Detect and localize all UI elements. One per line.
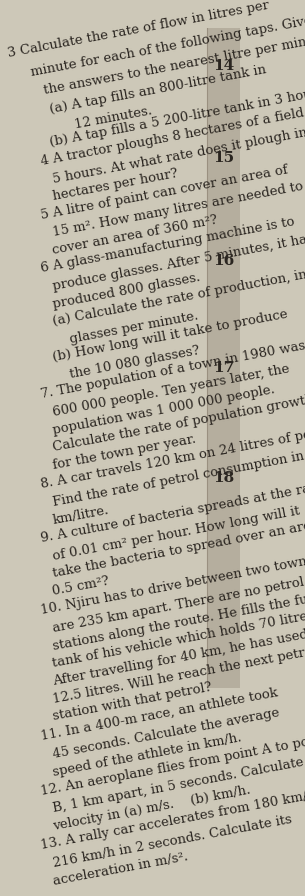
Text: 12. An aeroplane flies from point A to point: 12. An aeroplane flies from point A to p…: [39, 732, 305, 797]
Text: stations along the route. He fills the fuel: stations along the route. He fills the f…: [52, 590, 305, 652]
Text: 216 km/h in 2 seconds. Calculate its: 216 km/h in 2 seconds. Calculate its: [52, 813, 293, 870]
Text: (a) A tap fills an 800-litre tank in: (a) A tap fills an 800-litre tank in: [49, 63, 268, 116]
Text: hectares per hour?: hectares per hour?: [52, 168, 179, 203]
Text: 7. The population of a town in 1980 was: 7. The population of a town in 1980 was: [39, 340, 305, 401]
Text: 15: 15: [213, 151, 234, 165]
Text: 10. Njiru has to drive between two towns that: 10. Njiru has to drive between two towns…: [39, 548, 305, 617]
Text: speed of the athlete in km/h.: speed of the athlete in km/h.: [52, 731, 243, 779]
Text: 4 A tractor ploughs 8 hectares of a field in: 4 A tractor ploughs 8 hectares of a fiel…: [39, 103, 305, 168]
Text: 18: 18: [213, 471, 234, 485]
Text: minute for each of the following taps. Give: minute for each of the following taps. G…: [30, 14, 305, 79]
Text: 6 A glass-manufacturing machine is to: 6 A glass-manufacturing machine is to: [39, 216, 296, 275]
Text: 5 A litre of paint can cover an area of: 5 A litre of paint can cover an area of: [39, 163, 289, 221]
Text: for the town per year.: for the town per year.: [52, 433, 197, 472]
Text: tank of his vehicle which holds 70 litres.: tank of his vehicle which holds 70 litre…: [52, 608, 305, 670]
Text: B, 1 km apart, in 5 seconds. Calculate its: B, 1 km apart, in 5 seconds. Calculate i…: [52, 753, 305, 815]
Text: are 235 km apart. There are no petrol: are 235 km apart. There are no petrol: [52, 575, 305, 635]
Text: produce glasses. After 5 minutes, it has: produce glasses. After 5 minutes, it has: [52, 232, 305, 293]
Text: Find the rate of petrol consumption in: Find the rate of petrol consumption in: [52, 450, 305, 509]
Text: of 0.01 cm² per hour. How long will it: of 0.01 cm² per hour. How long will it: [52, 504, 301, 563]
Text: 45 seconds. Calculate the average: 45 seconds. Calculate the average: [52, 706, 281, 761]
Text: 17: 17: [213, 360, 234, 375]
Text: station with that petrol?: station with that petrol?: [52, 681, 213, 723]
Text: cover an area of 360 m²?: cover an area of 360 m²?: [52, 213, 219, 257]
Text: 15 m². How many litres are needed to: 15 m². How many litres are needed to: [52, 180, 304, 239]
Text: 12 minutes.: 12 minutes.: [65, 104, 153, 133]
Text: 12.5 litres. Will he reach the next petrol: 12.5 litres. Will he reach the next petr…: [52, 644, 305, 706]
Text: (a) Calculate the rate of production, in: (a) Calculate the rate of production, in: [52, 269, 305, 329]
Text: the 10 080 glasses?: the 10 080 glasses?: [68, 345, 201, 382]
Bar: [207, 29, 239, 688]
Text: km/litre.: km/litre.: [52, 504, 110, 527]
Text: 0.5 cm²?: 0.5 cm²?: [52, 574, 111, 598]
Text: 5 hours. At what rate does it plough in: 5 hours. At what rate does it plough in: [52, 125, 305, 185]
Text: 13. A rally car accelerates from 180 km/h to: 13. A rally car accelerates from 180 km/…: [39, 785, 305, 852]
Text: 8. A car travels 120 km on 24 litres of petrol.: 8. A car travels 120 km on 24 litres of …: [39, 423, 305, 491]
Text: velocity in (a) m/s.    (b) km/h.: velocity in (a) m/s. (b) km/h.: [52, 784, 252, 833]
Text: (b) A tap fills a 5 200-litre tank in 3 hours.: (b) A tap fills a 5 200-litre tank in 3 …: [49, 85, 305, 150]
Text: 600 000 people. Ten years later, the: 600 000 people. Ten years later, the: [52, 362, 291, 419]
Text: acceleration in m/s².: acceleration in m/s².: [52, 849, 189, 888]
Text: Calculate the rate of population growth: Calculate the rate of population growth: [52, 393, 305, 454]
Text: (b) How long will it take to produce: (b) How long will it take to produce: [52, 307, 289, 364]
Text: produced 800 glasses.: produced 800 glasses.: [52, 271, 201, 311]
Text: After travelling for 40 km, he has used: After travelling for 40 km, he has used: [52, 628, 305, 688]
Text: 14: 14: [213, 58, 234, 73]
Text: population was 1 000 000 people.: population was 1 000 000 people.: [52, 383, 276, 436]
Text: 3 Calculate the rate of flow in litres per: 3 Calculate the rate of flow in litres p…: [7, 0, 271, 60]
Text: the answers to the nearest litre per minute.: the answers to the nearest litre per min…: [43, 31, 305, 97]
Text: take the bacteria to spread over an area of: take the bacteria to spread over an area…: [52, 515, 305, 581]
Text: 11. In a 400-m race, an athlete took: 11. In a 400-m race, an athlete took: [39, 686, 278, 743]
Text: 16: 16: [213, 254, 234, 268]
Text: 9. A culture of bacteria spreads at the rate: 9. A culture of bacteria spreads at the …: [39, 480, 305, 545]
Text: glasses per minute.: glasses per minute.: [68, 309, 199, 346]
